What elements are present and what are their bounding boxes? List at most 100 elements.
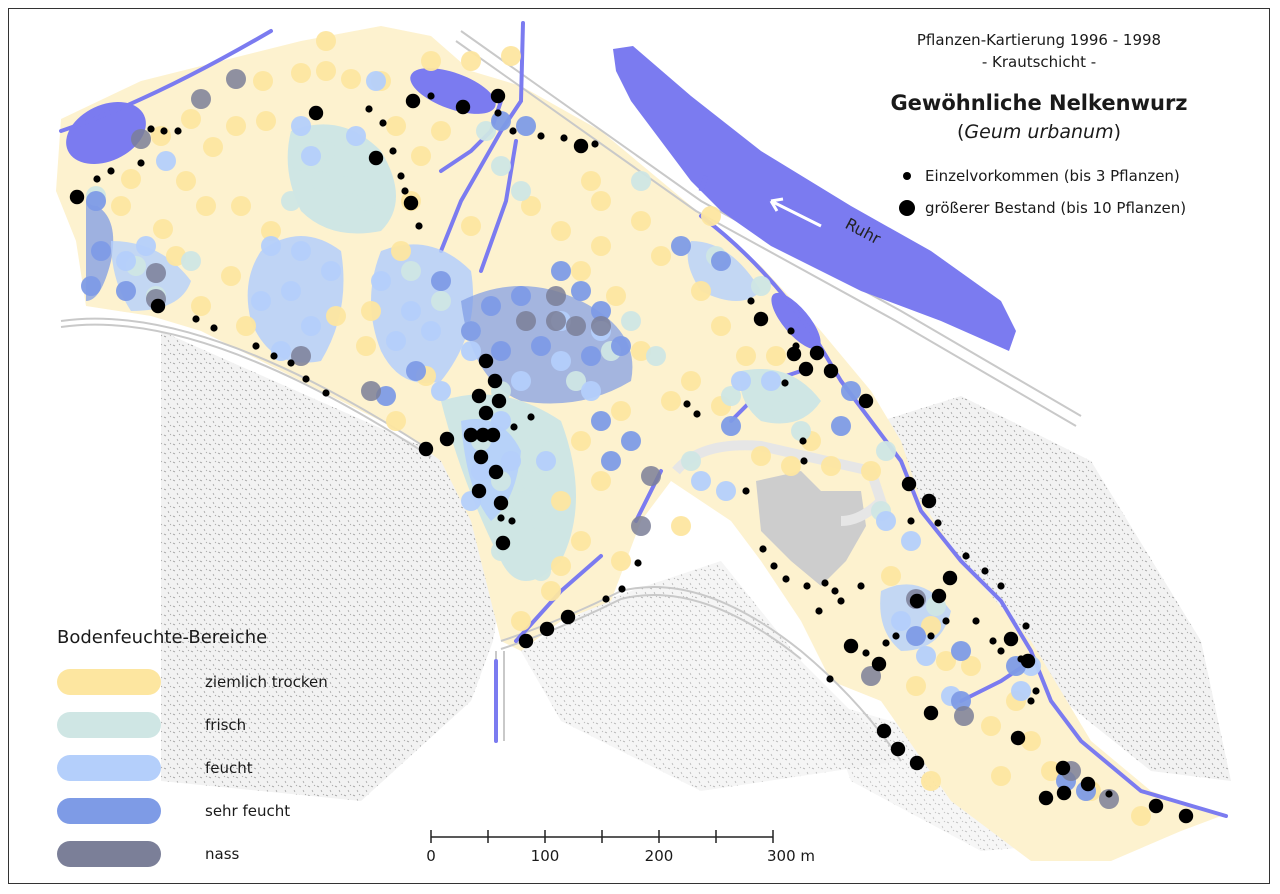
moisture-dot (386, 331, 406, 351)
stand-occurrence-dot (491, 393, 507, 409)
stand-occurrence-dot (487, 373, 503, 389)
legend-item-dry: ziemlich trocken (57, 669, 328, 695)
single-occurrence-dot (160, 127, 168, 135)
moisture-dot (311, 171, 331, 191)
moisture-dot (916, 646, 936, 666)
moisture-dot (491, 341, 511, 361)
moisture-dot (881, 566, 901, 586)
moisture-dot (191, 296, 211, 316)
single-occurrence-dot (1032, 687, 1040, 695)
single-occurrence-dot (972, 617, 980, 625)
moisture-dot (281, 281, 301, 301)
occurrence-dots (69, 88, 1194, 824)
moisture-dot (831, 416, 851, 436)
moisture-dot (316, 61, 336, 81)
moisture-dot (906, 626, 926, 646)
moisture-dot (256, 111, 276, 131)
single-occurrence-dot (537, 132, 545, 140)
moisture-dot (231, 196, 251, 216)
moisture-dot (511, 371, 531, 391)
single-occurrence-dot (93, 175, 101, 183)
moisture-dot (431, 381, 451, 401)
stand-occurrence-dot (418, 441, 434, 457)
moisture-dot (771, 401, 791, 421)
river-flow-arrow (769, 197, 822, 228)
moisture-dot (721, 416, 741, 436)
single-occurrence-dot (527, 413, 535, 421)
moisture-dot (91, 241, 111, 261)
species-name: Gewöhnliche Nelkenwurz (890, 91, 1188, 115)
moisture-dot (531, 511, 551, 531)
stand-occurrence-dot (909, 593, 925, 609)
moisture-dot (421, 51, 441, 71)
stand-occurrence-dot (471, 388, 487, 404)
moisture-dot (361, 381, 381, 401)
legend-swatch (57, 755, 161, 781)
moisture-dot (511, 491, 531, 511)
moisture-dot (861, 461, 881, 481)
scale-label-200: 200 (644, 847, 674, 865)
single-occurrence-dot (747, 297, 755, 305)
single-occurrence-dot (137, 159, 145, 167)
moisture-dot (391, 241, 411, 261)
moisture-dot (546, 311, 566, 331)
moisture-dot (981, 716, 1001, 736)
stand-occurrence-dot (471, 483, 487, 499)
moisture-dot (951, 641, 971, 661)
legend-large-occurrence: größerer Bestand (bis 10 Pflanzen) (897, 199, 1186, 217)
single-occurrence-dot (210, 324, 218, 332)
moisture-dot (431, 121, 451, 141)
single-occurrence-dot (497, 514, 505, 522)
moisture-dot (481, 296, 501, 316)
moisture-dot (81, 276, 101, 296)
moisture-dot (181, 251, 201, 271)
stand-occurrence-dot (786, 346, 802, 362)
moisture-dot (611, 401, 631, 421)
large-dot-icon (899, 200, 915, 216)
moisture-dot (1131, 806, 1151, 826)
moisture-dot (921, 616, 941, 636)
moisture-dot (131, 129, 151, 149)
moisture-dot (531, 336, 551, 356)
moisture-dot (181, 109, 201, 129)
single-occurrence-dot (618, 585, 626, 593)
legend-label: frisch (205, 716, 247, 734)
stand-occurrence-dot (573, 138, 589, 154)
single-occurrence-dot (892, 632, 900, 640)
single-occurrence-dot (782, 575, 790, 583)
moisture-dot (591, 301, 611, 321)
moisture-dot (86, 191, 106, 211)
moisture-dot (361, 301, 381, 321)
moisture-dot (991, 766, 1011, 786)
moisture-dot (651, 246, 671, 266)
stand-occurrence-dot (809, 345, 825, 361)
moisture-dot (581, 381, 601, 401)
moisture-dot (1099, 789, 1119, 809)
moisture-dot (716, 481, 736, 501)
single-occurrence-dot (1027, 697, 1035, 705)
moisture-dot (891, 611, 911, 631)
moisture-dot (291, 63, 311, 83)
stand-occurrence-dot (909, 755, 925, 771)
stand-occurrence-dot (1178, 808, 1194, 824)
layer-subtitle: - Krautschicht - (981, 53, 1097, 71)
single-occurrence-dot (322, 389, 330, 397)
stand-occurrence-dot (518, 633, 534, 649)
moisture-dot (516, 311, 536, 331)
moisture-dot (336, 176, 356, 196)
moisture-dot (366, 71, 386, 91)
stand-occurrence-dot (1010, 730, 1026, 746)
stand-occurrence-dot (923, 705, 939, 721)
moisture-dot (591, 191, 611, 211)
single-occurrence-dot (174, 127, 182, 135)
single-occurrence-dot (427, 92, 435, 100)
single-occurrence-dot (302, 375, 310, 383)
moisture-dot (371, 271, 391, 291)
moisture-dot (203, 137, 223, 157)
moisture-dot (681, 371, 701, 391)
moisture-dot (511, 611, 531, 631)
moisture-dot (176, 171, 196, 191)
moisture-dot (431, 271, 451, 291)
single-occurrence-dot (907, 517, 915, 525)
moisture-dot (621, 431, 641, 451)
